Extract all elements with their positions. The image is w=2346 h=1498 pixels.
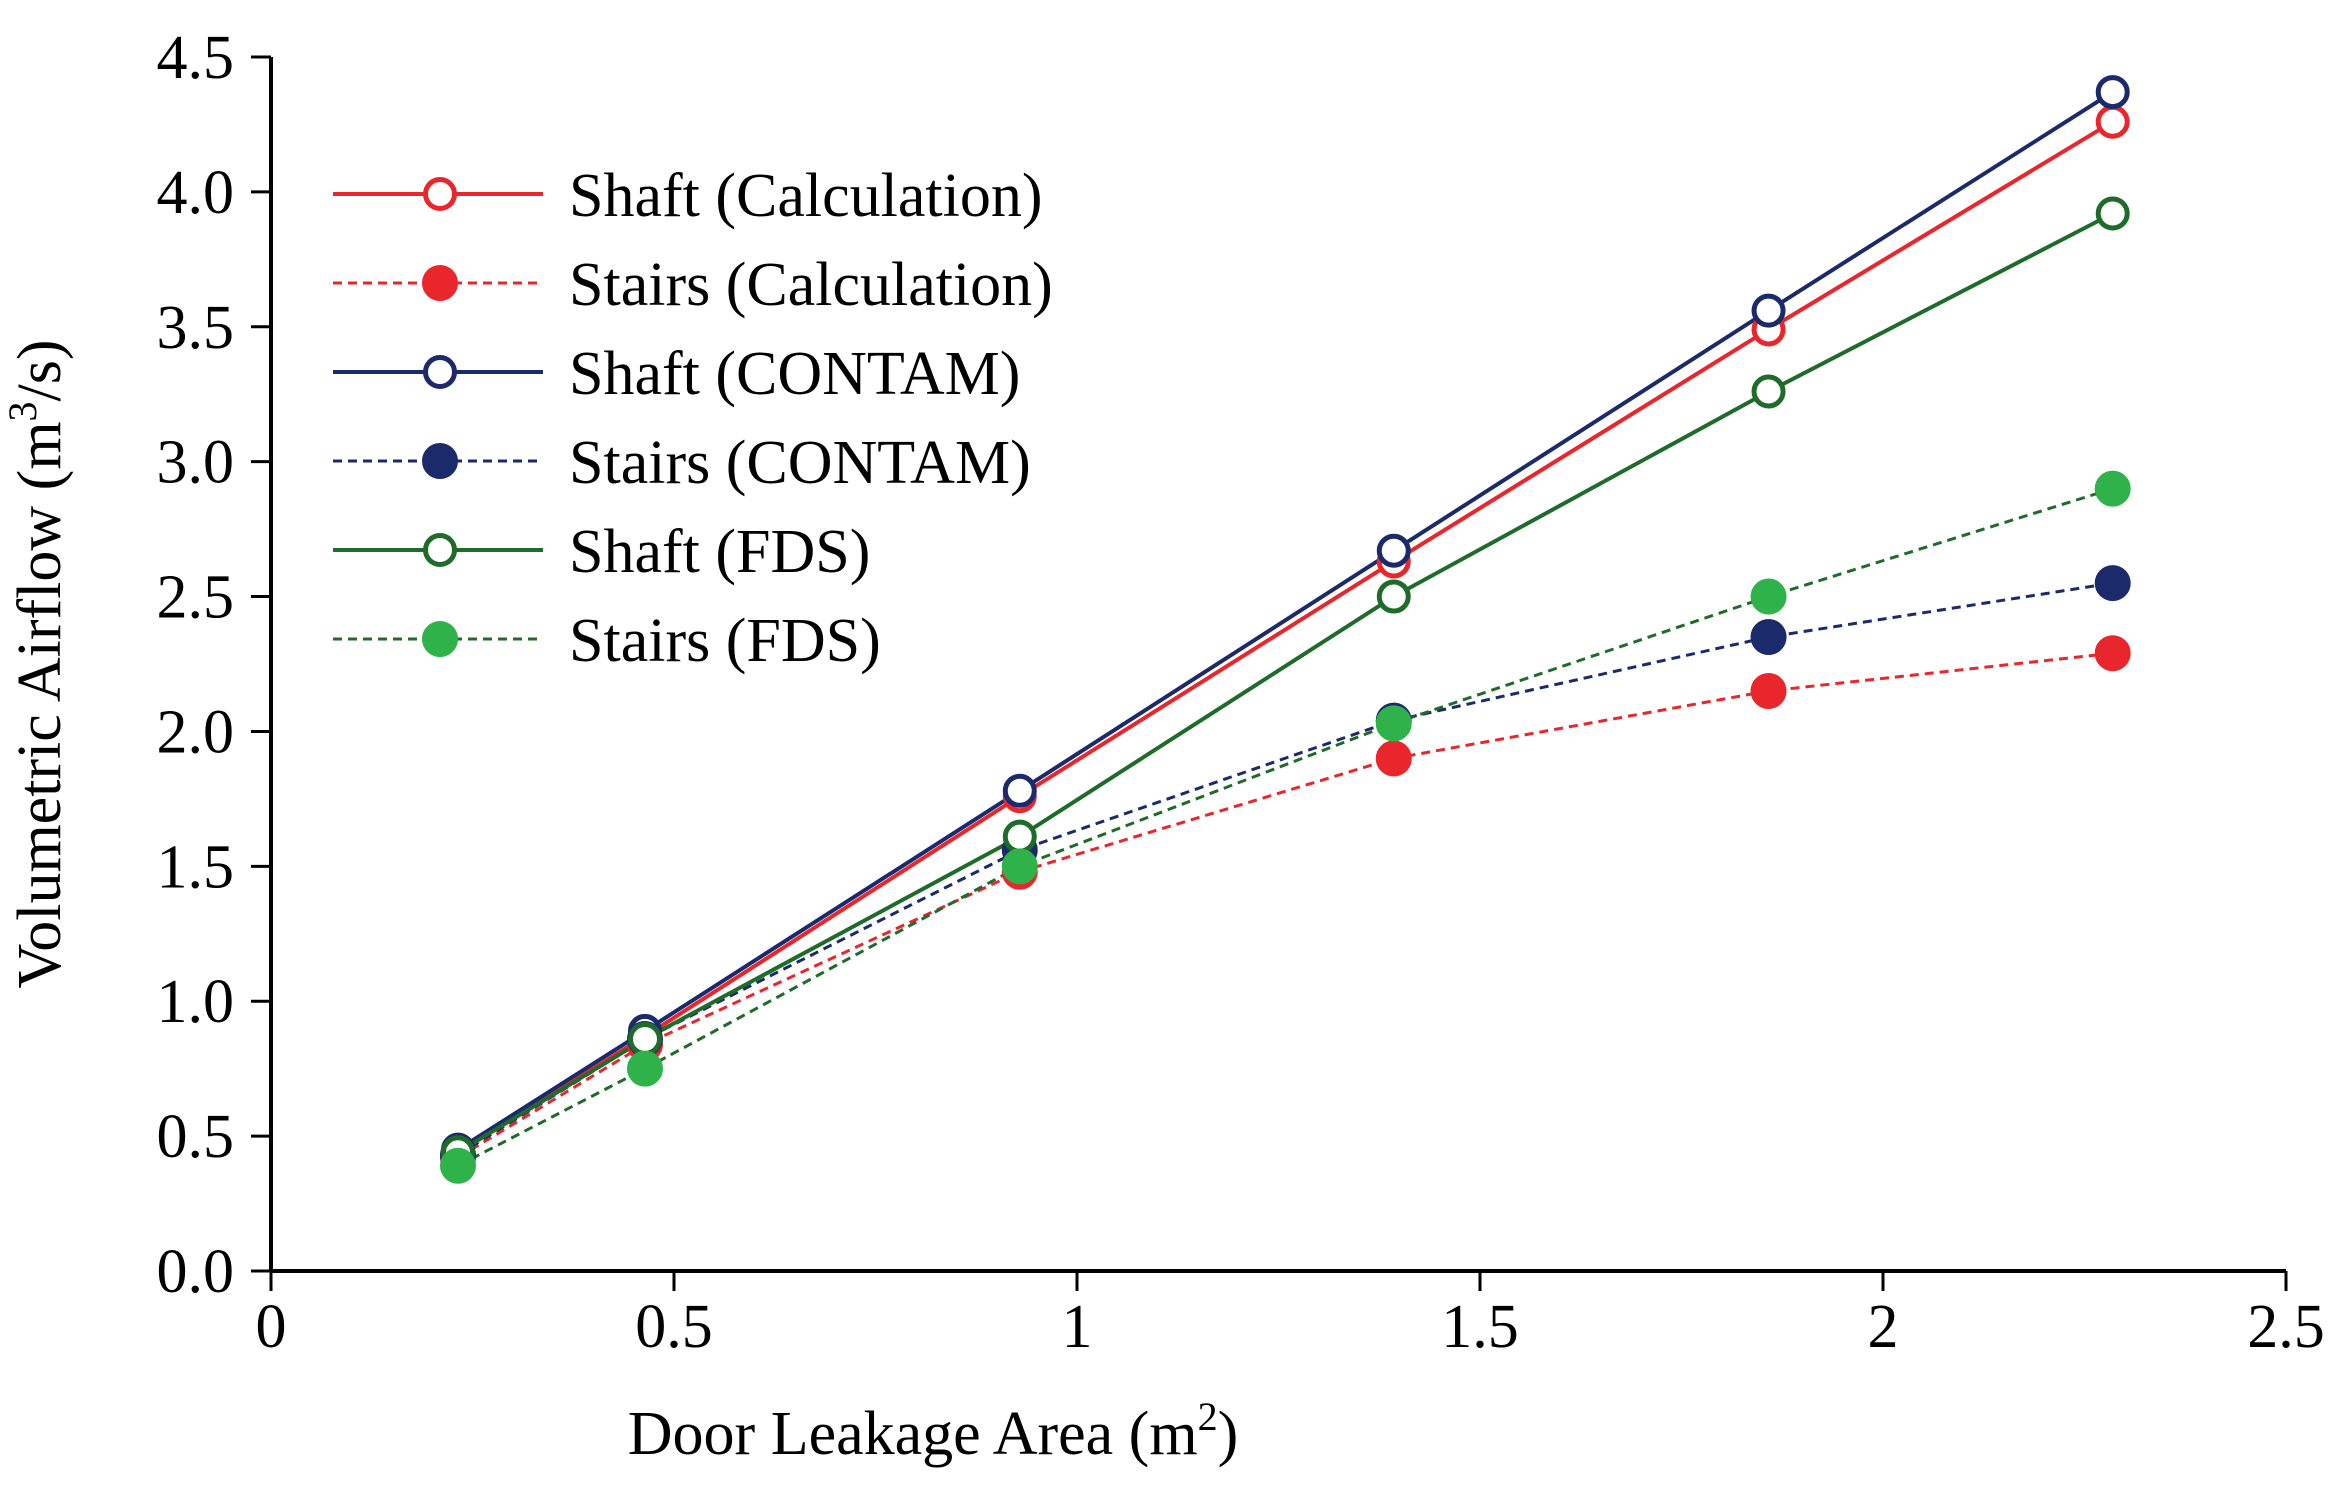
data-point [2094,565,2131,602]
y-tick-label: 1.0 [157,968,235,1036]
legend-marker [422,265,458,301]
legend-marker [422,443,458,479]
y-axis-title: Volumetric Airflow (m3/s) [0,339,74,988]
y-tick-label: 2.0 [157,698,235,766]
axes [269,57,2286,1273]
data-point [2095,104,2130,139]
x-ticks: 0 0.5 1 1.5 2 2.5 [256,1271,2325,1361]
data-point [1751,374,1786,409]
legend-label: Shaft (FDS) [569,518,870,586]
data-point [1750,578,1787,615]
y-tick-label: 1.5 [157,833,235,901]
series-line [456,90,2114,1152]
x-tick-label: 1.5 [1441,1293,1519,1361]
x-tick-label: 0 [256,1293,287,1361]
data-point [1001,848,1038,885]
legend: Shaft (Calculation) Stairs (Calculation) S… [333,162,1053,675]
data-point [1751,293,1786,328]
data-point [2094,470,2131,507]
data-point [2095,196,2130,231]
data-point [2095,75,2130,110]
data-point [1750,672,1787,709]
legend-label: Stairs (FDS) [569,607,881,675]
data-point [1376,533,1411,568]
series-line [457,651,2113,1159]
data-point [1750,619,1787,656]
data-point [626,1050,663,1087]
x-tick-label: 1 [1062,1293,1093,1361]
y-tick-label: 3.5 [157,294,235,362]
data-point [2094,635,2131,672]
data-point [1002,819,1037,854]
legend-marker [422,621,458,657]
x-tick-label: 0.5 [635,1293,713,1361]
data-point [1375,740,1412,777]
y-tick-label: 4.5 [157,24,235,92]
legend-marker [423,177,457,211]
series-markers [439,75,2131,1184]
x-axis-title: Door Leakage Area (m2) [628,1394,1238,1468]
x-tick-label: 2.5 [2247,1293,2325,1361]
legend-marker [423,355,457,389]
series-line [457,487,2114,1168]
data-point [1375,705,1412,742]
x-tick-label: 2 [1868,1293,1899,1361]
legend-label: Stairs (CONTAM) [569,429,1031,497]
legend-marker [423,533,457,567]
data-point [439,1147,476,1184]
series-lines [456,90,2114,1168]
legend-label: Shaft (CONTAM) [569,340,1020,408]
y-tick-label: 0.5 [157,1103,235,1171]
plot-area [439,75,2131,1184]
legend-label: Stairs (Calculation) [569,251,1053,319]
y-tick-label: 0.0 [157,1238,235,1306]
y-tick-label: 4.0 [157,159,235,227]
data-point [1002,773,1037,808]
y-ticks: 0.0 0.5 1.0 1.5 2.0 2.5 3.0 3.5 4.0 4.5 [157,24,271,1306]
data-point [1376,579,1411,614]
data-point [627,1021,662,1056]
y-tick-label: 3.0 [157,429,235,497]
series-line [456,211,2114,1155]
legend-label: Shaft (Calculation) [569,162,1042,230]
y-tick-label: 2.5 [157,564,235,632]
